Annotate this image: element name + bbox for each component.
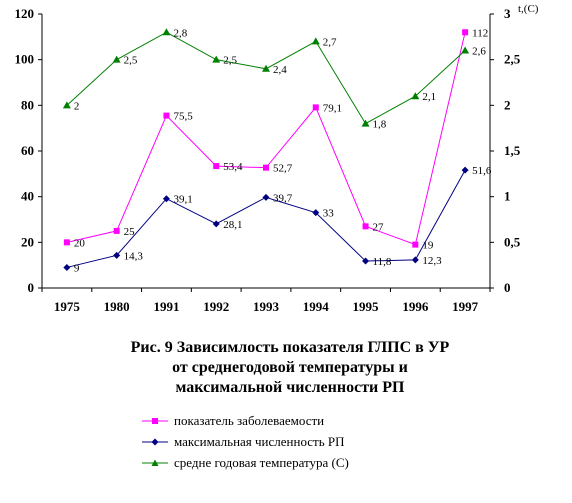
data-label: 2,1 xyxy=(422,91,436,103)
data-label: 2,5 xyxy=(223,55,237,67)
y-right-tick-label: 3 xyxy=(504,6,511,21)
data-point-triangle xyxy=(212,55,221,63)
y-right-tick-label: 0 xyxy=(504,280,511,295)
data-point-triangle xyxy=(361,119,370,127)
legend-label-incidence: показатель заболеваемости xyxy=(174,412,325,428)
data-label: 75,5 xyxy=(173,111,193,123)
data-label: 1,8 xyxy=(373,119,387,131)
data-point-diamond xyxy=(162,195,170,203)
data-label: 28,1 xyxy=(223,219,242,231)
data-label: 39,7 xyxy=(273,192,293,204)
data-point-diamond xyxy=(63,263,71,271)
legend-item-temperature: средне годовая температура (С) xyxy=(142,452,349,473)
y-right-axis-label: t,(C) xyxy=(518,3,539,15)
x-tick-label: 1997 xyxy=(452,299,479,314)
y-left-tick-label: 120 xyxy=(15,6,35,21)
data-point-square xyxy=(462,29,469,36)
legend-label-rodents: максимальная численность РП xyxy=(174,433,345,449)
y-right-tick-label: 1,5 xyxy=(504,143,521,158)
data-label: 25 xyxy=(124,226,135,238)
data-label: 14,3 xyxy=(124,250,144,262)
x-tick-label: 1994 xyxy=(303,299,330,314)
data-label: 51,6 xyxy=(472,165,492,177)
legend-swatch-temperature xyxy=(142,458,168,468)
data-point-diamond xyxy=(212,220,220,228)
data-point-square xyxy=(213,163,220,170)
legend-item-incidence: показатель заболеваемости xyxy=(142,410,349,431)
data-point-square xyxy=(63,239,70,246)
legend-swatch-incidence xyxy=(142,416,168,426)
series-line-2 xyxy=(66,31,466,125)
caption-line-2: от среднегодовой температуры и xyxy=(172,359,408,376)
y-left-tick-label: 80 xyxy=(21,97,34,112)
data-label: 27 xyxy=(373,221,385,233)
data-point-triangle xyxy=(262,64,270,72)
data-point-diamond xyxy=(312,209,320,217)
data-label: 79,1 xyxy=(323,102,342,114)
data-point-triangle xyxy=(162,28,171,36)
legend-swatch-rodents xyxy=(142,437,168,447)
data-point-triangle xyxy=(461,46,470,54)
legend-item-rodents: максимальная численность РП xyxy=(142,431,349,452)
data-label: 53,4 xyxy=(223,161,243,173)
data-point-square xyxy=(362,223,369,230)
data-label: 33 xyxy=(323,208,335,220)
legend-label-temperature: средне годовая температура (С) xyxy=(174,454,349,470)
caption-line-1: Рис. 9 Зависимлость показателя ГЛПС в УР xyxy=(130,339,450,356)
x-tick-label: 1995 xyxy=(353,299,380,314)
y-right-tick-label: 1 xyxy=(504,189,511,204)
data-point-square xyxy=(263,164,269,171)
data-label: 2,6 xyxy=(472,46,486,58)
y-left-tick-label: 100 xyxy=(15,52,35,67)
chart-plot: 0 20 40 60 80 100 120 0 0,5 1 1,5 2 2,5 3 t,(C) 1975 198… xyxy=(15,3,539,314)
data-point-triangle xyxy=(311,37,320,45)
data-label: 20 xyxy=(74,237,86,249)
y-right-tick-label: 0,5 xyxy=(504,234,521,249)
data-point-triangle xyxy=(62,101,71,109)
data-point-square xyxy=(412,241,419,248)
data-point-square xyxy=(163,112,170,119)
data-label: 11,8 xyxy=(373,256,392,268)
data-label: 19 xyxy=(422,240,434,252)
x-tick-label: 1993 xyxy=(253,299,280,314)
data-label: 2,7 xyxy=(323,36,337,48)
figure-caption: Рис. 9 Зависимлость показателя ГЛПС в УР… xyxy=(40,338,540,398)
y-left-tick-label: 20 xyxy=(21,234,34,249)
caption-line-3: максимальной численности РП xyxy=(175,379,405,396)
data-label: 52,7 xyxy=(273,163,293,175)
data-point-diamond xyxy=(411,256,419,264)
y-right-tick-label: 2,5 xyxy=(504,52,521,67)
data-label: 9 xyxy=(74,262,80,274)
x-tick-label: 1992 xyxy=(203,299,229,314)
x-tick-label: 1996 xyxy=(402,299,429,314)
data-point-triangle xyxy=(112,55,121,63)
x-tick-label: 1991 xyxy=(153,299,179,314)
data-point-diamond xyxy=(262,193,270,201)
x-tick-label: 1975 xyxy=(54,299,81,314)
data-label: 12,3 xyxy=(422,255,442,267)
data-point-triangle xyxy=(411,92,420,100)
data-point-square xyxy=(113,227,120,234)
y-right-tick-label: 2 xyxy=(504,97,511,112)
y-left-tick-label: 0 xyxy=(28,280,35,295)
data-label: 2,5 xyxy=(124,55,138,67)
chart-legend: показатель заболеваемости максимальная ч… xyxy=(142,410,349,473)
data-label: 112 xyxy=(472,27,488,39)
data-point-diamond xyxy=(461,166,469,174)
x-tick-label: 1980 xyxy=(104,299,130,314)
y-left-tick-label: 40 xyxy=(21,189,34,204)
data-point-square xyxy=(312,104,319,111)
data-point-diamond xyxy=(362,257,370,265)
y-left-tick-label: 60 xyxy=(21,143,34,158)
data-label: 39,1 xyxy=(173,194,192,206)
data-point-diamond xyxy=(113,251,121,259)
data-label: 2,4 xyxy=(273,64,287,76)
data-label: 2,8 xyxy=(173,27,187,39)
data-label: 2 xyxy=(74,100,80,112)
